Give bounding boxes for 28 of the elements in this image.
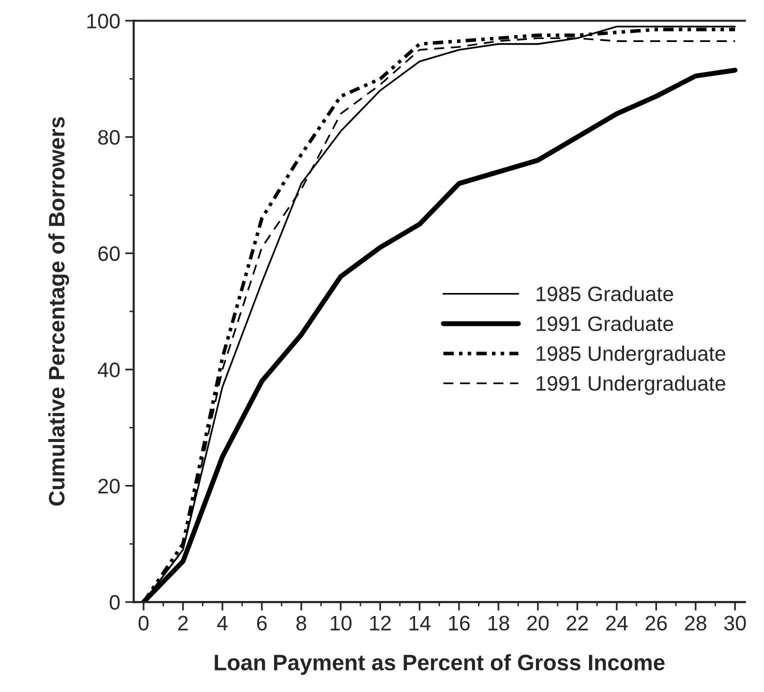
legend-label: 1991 Undergraduate: [536, 376, 726, 395]
y-tick-label: 80: [98, 130, 120, 145]
x-tick-label: 6: [257, 616, 267, 631]
y-tick-label: 20: [98, 478, 120, 494]
y-axis-title: Cumulative Percentage of Borrowers: [48, 117, 70, 506]
x-tick-label: 30: [724, 616, 746, 631]
x-tick-label: 12: [370, 616, 391, 630]
x-tick-label: 0: [138, 616, 149, 631]
x-tick-label: 22: [566, 616, 588, 630]
x-tick-label: 28: [685, 616, 706, 631]
x-axis-title: Loan Payment as Percent of Gross Income: [214, 654, 665, 675]
legend-label: 1985 Undergraduate: [536, 346, 726, 366]
x-tick-label: 14: [410, 616, 431, 630]
x-tick-label: 26: [646, 616, 667, 631]
legend-label: 1985 Graduate: [536, 286, 674, 302]
x-tick-label: 2: [178, 616, 188, 630]
x-tick-label: 18: [488, 616, 510, 631]
y-tick-label: 100: [87, 14, 120, 29]
legend-label: 1991 Graduate: [536, 316, 674, 332]
x-tick-label: 8: [296, 616, 306, 631]
x-tick-label: 16: [449, 616, 470, 631]
x-tick-label: 10: [330, 616, 352, 631]
x-tick-label: 24: [606, 616, 628, 630]
y-tick-label: 40: [98, 362, 120, 378]
y-tick-label: 60: [98, 246, 120, 262]
x-tick-label: 20: [527, 616, 549, 631]
y-tick-label: 0: [110, 595, 120, 610]
x-tick-label: 4: [217, 616, 228, 630]
